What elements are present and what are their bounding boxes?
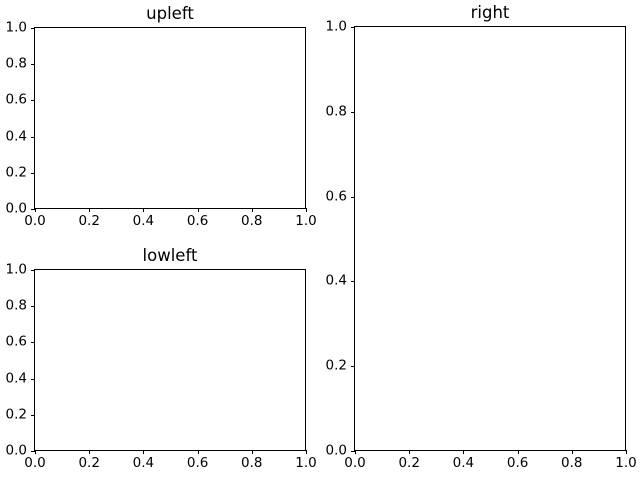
x-tick-label: 0.0 bbox=[344, 455, 366, 471]
x-tick-label: 0.4 bbox=[132, 455, 155, 471]
y-tick-mark bbox=[31, 64, 35, 66]
x-tick-mark bbox=[355, 450, 356, 454]
x-tick-mark bbox=[306, 450, 307, 454]
subplot-upleft-title: upleft bbox=[146, 4, 194, 23]
y-tick-mark bbox=[31, 414, 35, 416]
x-tick-mark bbox=[89, 208, 91, 212]
x-tick-mark bbox=[306, 208, 307, 212]
y-tick-mark bbox=[351, 451, 355, 452]
x-tick-label: 0.4 bbox=[452, 455, 475, 471]
x-tick-mark bbox=[251, 450, 253, 454]
y-tick-label: 0.6 bbox=[5, 333, 27, 350]
y-tick-label: 0.2 bbox=[5, 406, 27, 423]
y-tick-mark bbox=[31, 209, 35, 210]
y-tick-mark bbox=[31, 136, 35, 138]
x-tick-mark bbox=[626, 450, 627, 454]
y-tick-mark bbox=[351, 27, 355, 28]
x-tick-mark bbox=[463, 450, 465, 454]
subplot-lowleft: lowleft 0.0 0.2 0.4 0.6 0.8 1.0 0.0 0.2 0.4 0.6 0.… bbox=[6, 246, 317, 470]
x-tick-label: 0.2 bbox=[398, 455, 420, 471]
y-tick-mark bbox=[351, 366, 355, 368]
x-tick-mark bbox=[409, 450, 411, 454]
y-tick-label: 0.6 bbox=[325, 187, 347, 204]
x-tick-mark bbox=[89, 450, 91, 454]
x-tick-label: 0.6 bbox=[506, 455, 529, 471]
y-tick-mark bbox=[351, 196, 355, 198]
x-tick-mark bbox=[35, 208, 36, 212]
x-tick-label: 0.2 bbox=[78, 213, 100, 229]
x-tick-label: 1.0 bbox=[295, 455, 317, 471]
x-tick-mark bbox=[143, 208, 145, 212]
x-tick-mark bbox=[251, 208, 253, 212]
y-tick-label: 0.6 bbox=[5, 91, 27, 108]
x-tick-mark bbox=[143, 450, 145, 454]
y-tick-label: 0.8 bbox=[325, 103, 347, 120]
y-tick-label: 0.4 bbox=[5, 369, 27, 386]
y-tick-label: 1.0 bbox=[325, 18, 347, 35]
x-tick-label: 0.8 bbox=[561, 455, 583, 471]
subplot-lowleft-title: lowleft bbox=[142, 246, 198, 265]
y-tick-label: 0.4 bbox=[5, 127, 27, 144]
x-tick-label: 0.8 bbox=[241, 213, 263, 229]
y-tick-label: 1.0 bbox=[5, 261, 27, 278]
x-tick-label: 0.0 bbox=[24, 455, 46, 471]
y-tick-mark bbox=[31, 270, 35, 271]
x-tick-mark bbox=[35, 450, 36, 454]
y-tick-label: 0.2 bbox=[5, 164, 27, 181]
x-tick-label: 1.0 bbox=[295, 213, 317, 229]
y-tick-mark bbox=[31, 172, 35, 174]
subplot-upleft: upleft 0.0 0.2 0.4 0.6 0.8 1.0 0.0 0.2 0.4 0.6 0.8… bbox=[6, 4, 317, 228]
y-tick-mark bbox=[351, 281, 355, 283]
y-tick-mark bbox=[31, 28, 35, 29]
y-tick-label: 0.0 bbox=[5, 200, 27, 217]
x-tick-label: 0.4 bbox=[132, 213, 155, 229]
x-tick-label: 1.0 bbox=[615, 455, 637, 471]
y-tick-mark bbox=[31, 451, 35, 452]
subplot-right: right 0.0 0.2 0.4 0.6 0.8 1.0 0.0 0.2 0.4 0.6 0.8 1… bbox=[326, 3, 637, 470]
x-tick-mark bbox=[571, 450, 573, 454]
x-tick-label: 0.6 bbox=[186, 213, 209, 229]
y-tick-label: 0.8 bbox=[5, 297, 27, 314]
y-tick-label: 0.8 bbox=[5, 55, 27, 72]
x-tick-mark bbox=[197, 450, 199, 454]
x-tick-label: 0.6 bbox=[186, 455, 209, 471]
x-tick-label: 0.2 bbox=[78, 455, 100, 471]
y-tick-label: 0.0 bbox=[5, 442, 27, 459]
y-tick-mark bbox=[31, 378, 35, 380]
y-tick-mark bbox=[31, 306, 35, 308]
x-tick-label: 0.0 bbox=[24, 213, 46, 229]
y-tick-label: 0.2 bbox=[325, 357, 347, 374]
x-tick-label: 0.8 bbox=[241, 455, 263, 471]
y-tick-mark bbox=[31, 342, 35, 344]
subplot-right-title: right bbox=[470, 3, 510, 22]
y-tick-mark bbox=[351, 111, 355, 113]
y-tick-mark bbox=[31, 100, 35, 102]
x-tick-mark bbox=[197, 208, 199, 212]
y-tick-label: 0.0 bbox=[325, 442, 347, 459]
y-tick-label: 0.4 bbox=[325, 272, 347, 289]
y-tick-label: 1.0 bbox=[5, 19, 27, 36]
x-tick-mark bbox=[517, 450, 519, 454]
